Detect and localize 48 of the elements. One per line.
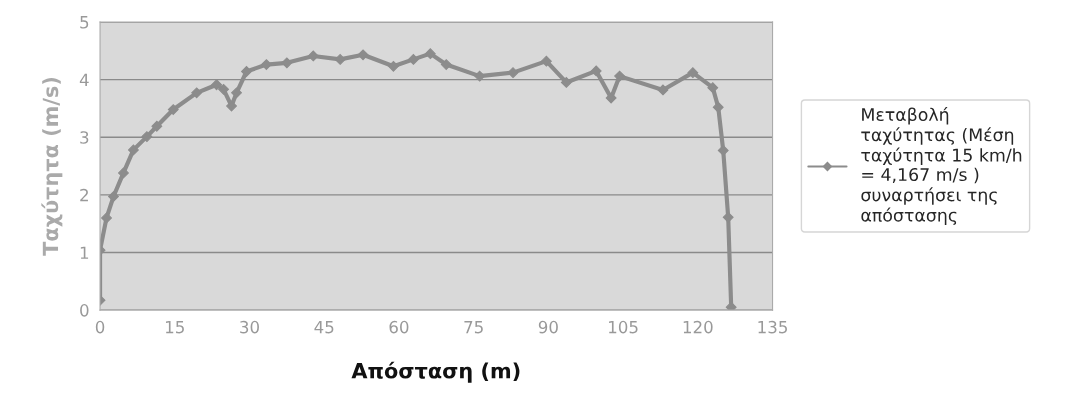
x-tick-label: 45 — [314, 321, 334, 334]
y-tick-label: 3 — [80, 131, 89, 144]
legend-label: Μεταβολή ταχύτητας (Μέση ταχύτητα 15 km/h = 4,167 m/s ) συναρτήσει της απόστασης — [861, 106, 1022, 226]
x-tick-label: 120 — [683, 320, 713, 334]
y-tick-label: 1 — [80, 246, 89, 259]
point — [218, 83, 230, 95]
point — [118, 167, 129, 179]
point — [167, 104, 179, 115]
point — [560, 77, 572, 88]
point — [260, 59, 272, 71]
point — [540, 55, 552, 67]
point — [101, 212, 112, 224]
x-tick-label: 135 — [758, 320, 787, 334]
x-tick-label: 105 — [609, 320, 638, 334]
point — [388, 60, 399, 72]
point — [605, 92, 617, 104]
point — [127, 144, 139, 156]
x-tick-label: 90 — [538, 320, 558, 334]
point — [614, 70, 626, 82]
point — [141, 131, 153, 143]
x-tick-label: 75 — [464, 321, 483, 334]
point — [440, 59, 452, 71]
y-tick-label: 2 — [80, 188, 88, 202]
point — [357, 49, 369, 61]
y-tick-label: 5 — [80, 16, 89, 29]
point — [707, 82, 719, 94]
point — [307, 50, 319, 62]
point — [590, 65, 602, 77]
x-axis-title: Απόσταση (m) — [351, 361, 520, 383]
y-tick-label: 0 — [80, 304, 89, 317]
point — [211, 79, 223, 91]
point — [687, 67, 699, 79]
point — [407, 53, 419, 65]
x-tick-label: 30 — [240, 320, 259, 334]
y-axis-title: Ταχύτητα (m/s) — [41, 77, 63, 256]
y-tick-label: 4 — [79, 73, 89, 86]
point — [657, 84, 669, 96]
point — [424, 48, 436, 60]
x-tick-label: 15 — [165, 321, 184, 334]
x-tick-label: 0 — [95, 320, 105, 334]
x-tick-label: 60 — [389, 320, 409, 334]
point — [712, 101, 724, 113]
point — [151, 120, 163, 132]
point — [191, 87, 203, 99]
point — [241, 66, 252, 77]
point — [717, 145, 729, 156]
point — [231, 87, 242, 99]
point — [108, 191, 119, 202]
